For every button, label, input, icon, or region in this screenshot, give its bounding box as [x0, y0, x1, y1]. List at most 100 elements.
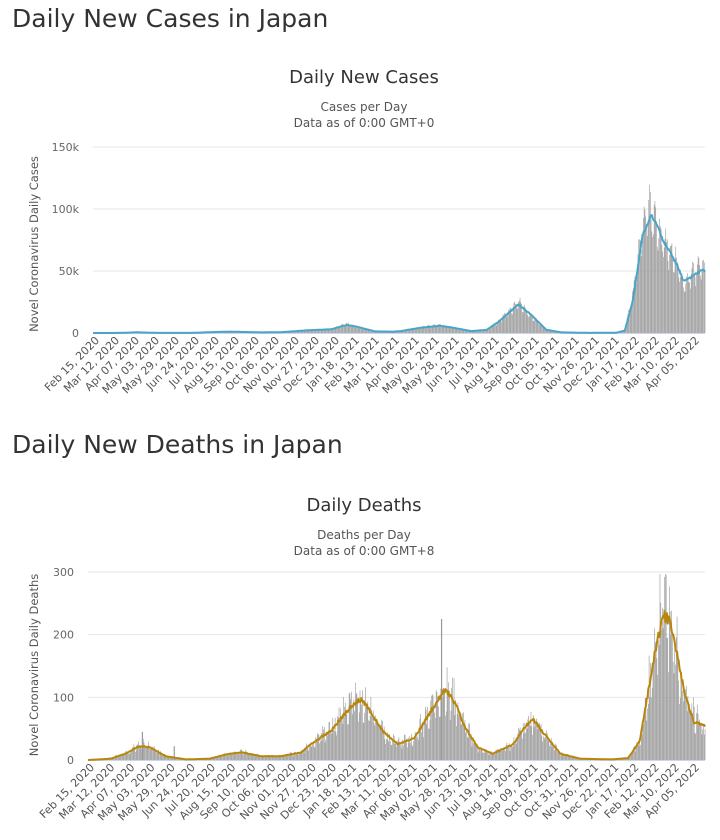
daily-bar [568, 755, 570, 760]
daily-bar [277, 755, 278, 760]
daily-bar [445, 711, 447, 760]
daily-bar [320, 732, 322, 760]
daily-bar [458, 714, 460, 760]
daily-bar [505, 745, 507, 760]
daily-bar [365, 687, 366, 760]
daily-bar [173, 758, 174, 760]
daily-bar [311, 745, 313, 760]
daily-bar [445, 715, 446, 760]
daily-bar [491, 326, 492, 333]
daily-bar [660, 602, 662, 760]
daily-bar [368, 329, 370, 333]
daily-bar [546, 730, 547, 760]
daily-bar [159, 751, 161, 760]
daily-bar [654, 628, 655, 760]
daily-bar [474, 331, 475, 333]
daily-bar [323, 726, 325, 760]
daily-bar [702, 729, 704, 760]
daily-bar [634, 746, 635, 760]
daily-bar [212, 758, 213, 760]
daily-bar [325, 739, 327, 760]
daily-bar [300, 753, 302, 760]
daily-bar [247, 753, 249, 760]
daily-bar [395, 741, 397, 760]
daily-bar [641, 734, 643, 760]
daily-bar [493, 753, 494, 760]
daily-bar [368, 720, 369, 760]
daily-bar [448, 682, 449, 760]
daily-bar [421, 723, 423, 760]
daily-bar [275, 755, 277, 760]
daily-bar [291, 752, 292, 760]
daily-bar [316, 329, 317, 333]
daily-bar [639, 240, 641, 333]
daily-bar [473, 331, 475, 333]
daily-bar [421, 326, 423, 333]
daily-bar [431, 327, 432, 333]
daily-bar [510, 745, 512, 760]
daily-bar [656, 658, 658, 760]
daily-bar [370, 330, 371, 333]
daily-bar [354, 711, 355, 760]
daily-bar [321, 329, 323, 333]
daily-bar [533, 726, 535, 760]
daily-bar [701, 270, 703, 333]
daily-bar [535, 318, 537, 333]
daily-bar [513, 737, 515, 760]
daily-bar [405, 329, 407, 333]
daily-bar [528, 316, 530, 333]
daily-bar [128, 754, 130, 760]
daily-bar [547, 330, 549, 333]
daily-bar [139, 747, 140, 760]
daily-bar [453, 678, 455, 760]
daily-bar [633, 288, 634, 333]
daily-bar [703, 725, 704, 760]
daily-bar [687, 695, 689, 760]
daily-bar [523, 733, 525, 760]
daily-bar [549, 330, 550, 333]
daily-bar [295, 754, 297, 760]
daily-bar [339, 722, 341, 760]
y-tick-label: 150k [52, 141, 80, 154]
daily-bar [498, 749, 499, 760]
daily-bar [696, 712, 697, 760]
daily-bar [677, 263, 679, 333]
daily-bar [273, 755, 275, 760]
daily-bar [467, 330, 468, 333]
daily-bar [387, 739, 389, 760]
daily-bar [528, 316, 529, 333]
daily-bar [357, 326, 359, 333]
daily-bar [660, 228, 662, 333]
daily-bar [543, 328, 545, 333]
daily-bar [463, 722, 465, 760]
daily-bar [495, 325, 497, 333]
daily-bar [417, 327, 419, 333]
daily-bar [320, 741, 321, 760]
daily-bar [658, 644, 660, 760]
daily-bar [304, 330, 306, 333]
daily-bar [475, 743, 477, 760]
daily-bar [365, 703, 367, 760]
daily-bar [537, 727, 539, 760]
daily-bar [673, 271, 674, 333]
daily-bar [309, 329, 310, 333]
daily-bar [446, 667, 448, 760]
daily-bar [650, 219, 652, 333]
daily-bar [491, 754, 493, 760]
daily-bar [330, 328, 332, 333]
daily-bar [571, 756, 572, 760]
daily-bar [430, 326, 431, 333]
daily-bar [438, 324, 440, 333]
daily-bar [404, 735, 406, 760]
daily-bar [464, 329, 465, 333]
daily-bar [505, 751, 506, 760]
daily-bar [332, 328, 334, 333]
daily-bar [262, 756, 264, 760]
y-tick-label: 300 [53, 566, 74, 579]
daily-bar [321, 740, 323, 760]
daily-bar [515, 743, 517, 760]
daily-bar [431, 326, 433, 333]
daily-bar [528, 715, 529, 760]
daily-bar [634, 276, 636, 333]
daily-bar [441, 326, 443, 333]
